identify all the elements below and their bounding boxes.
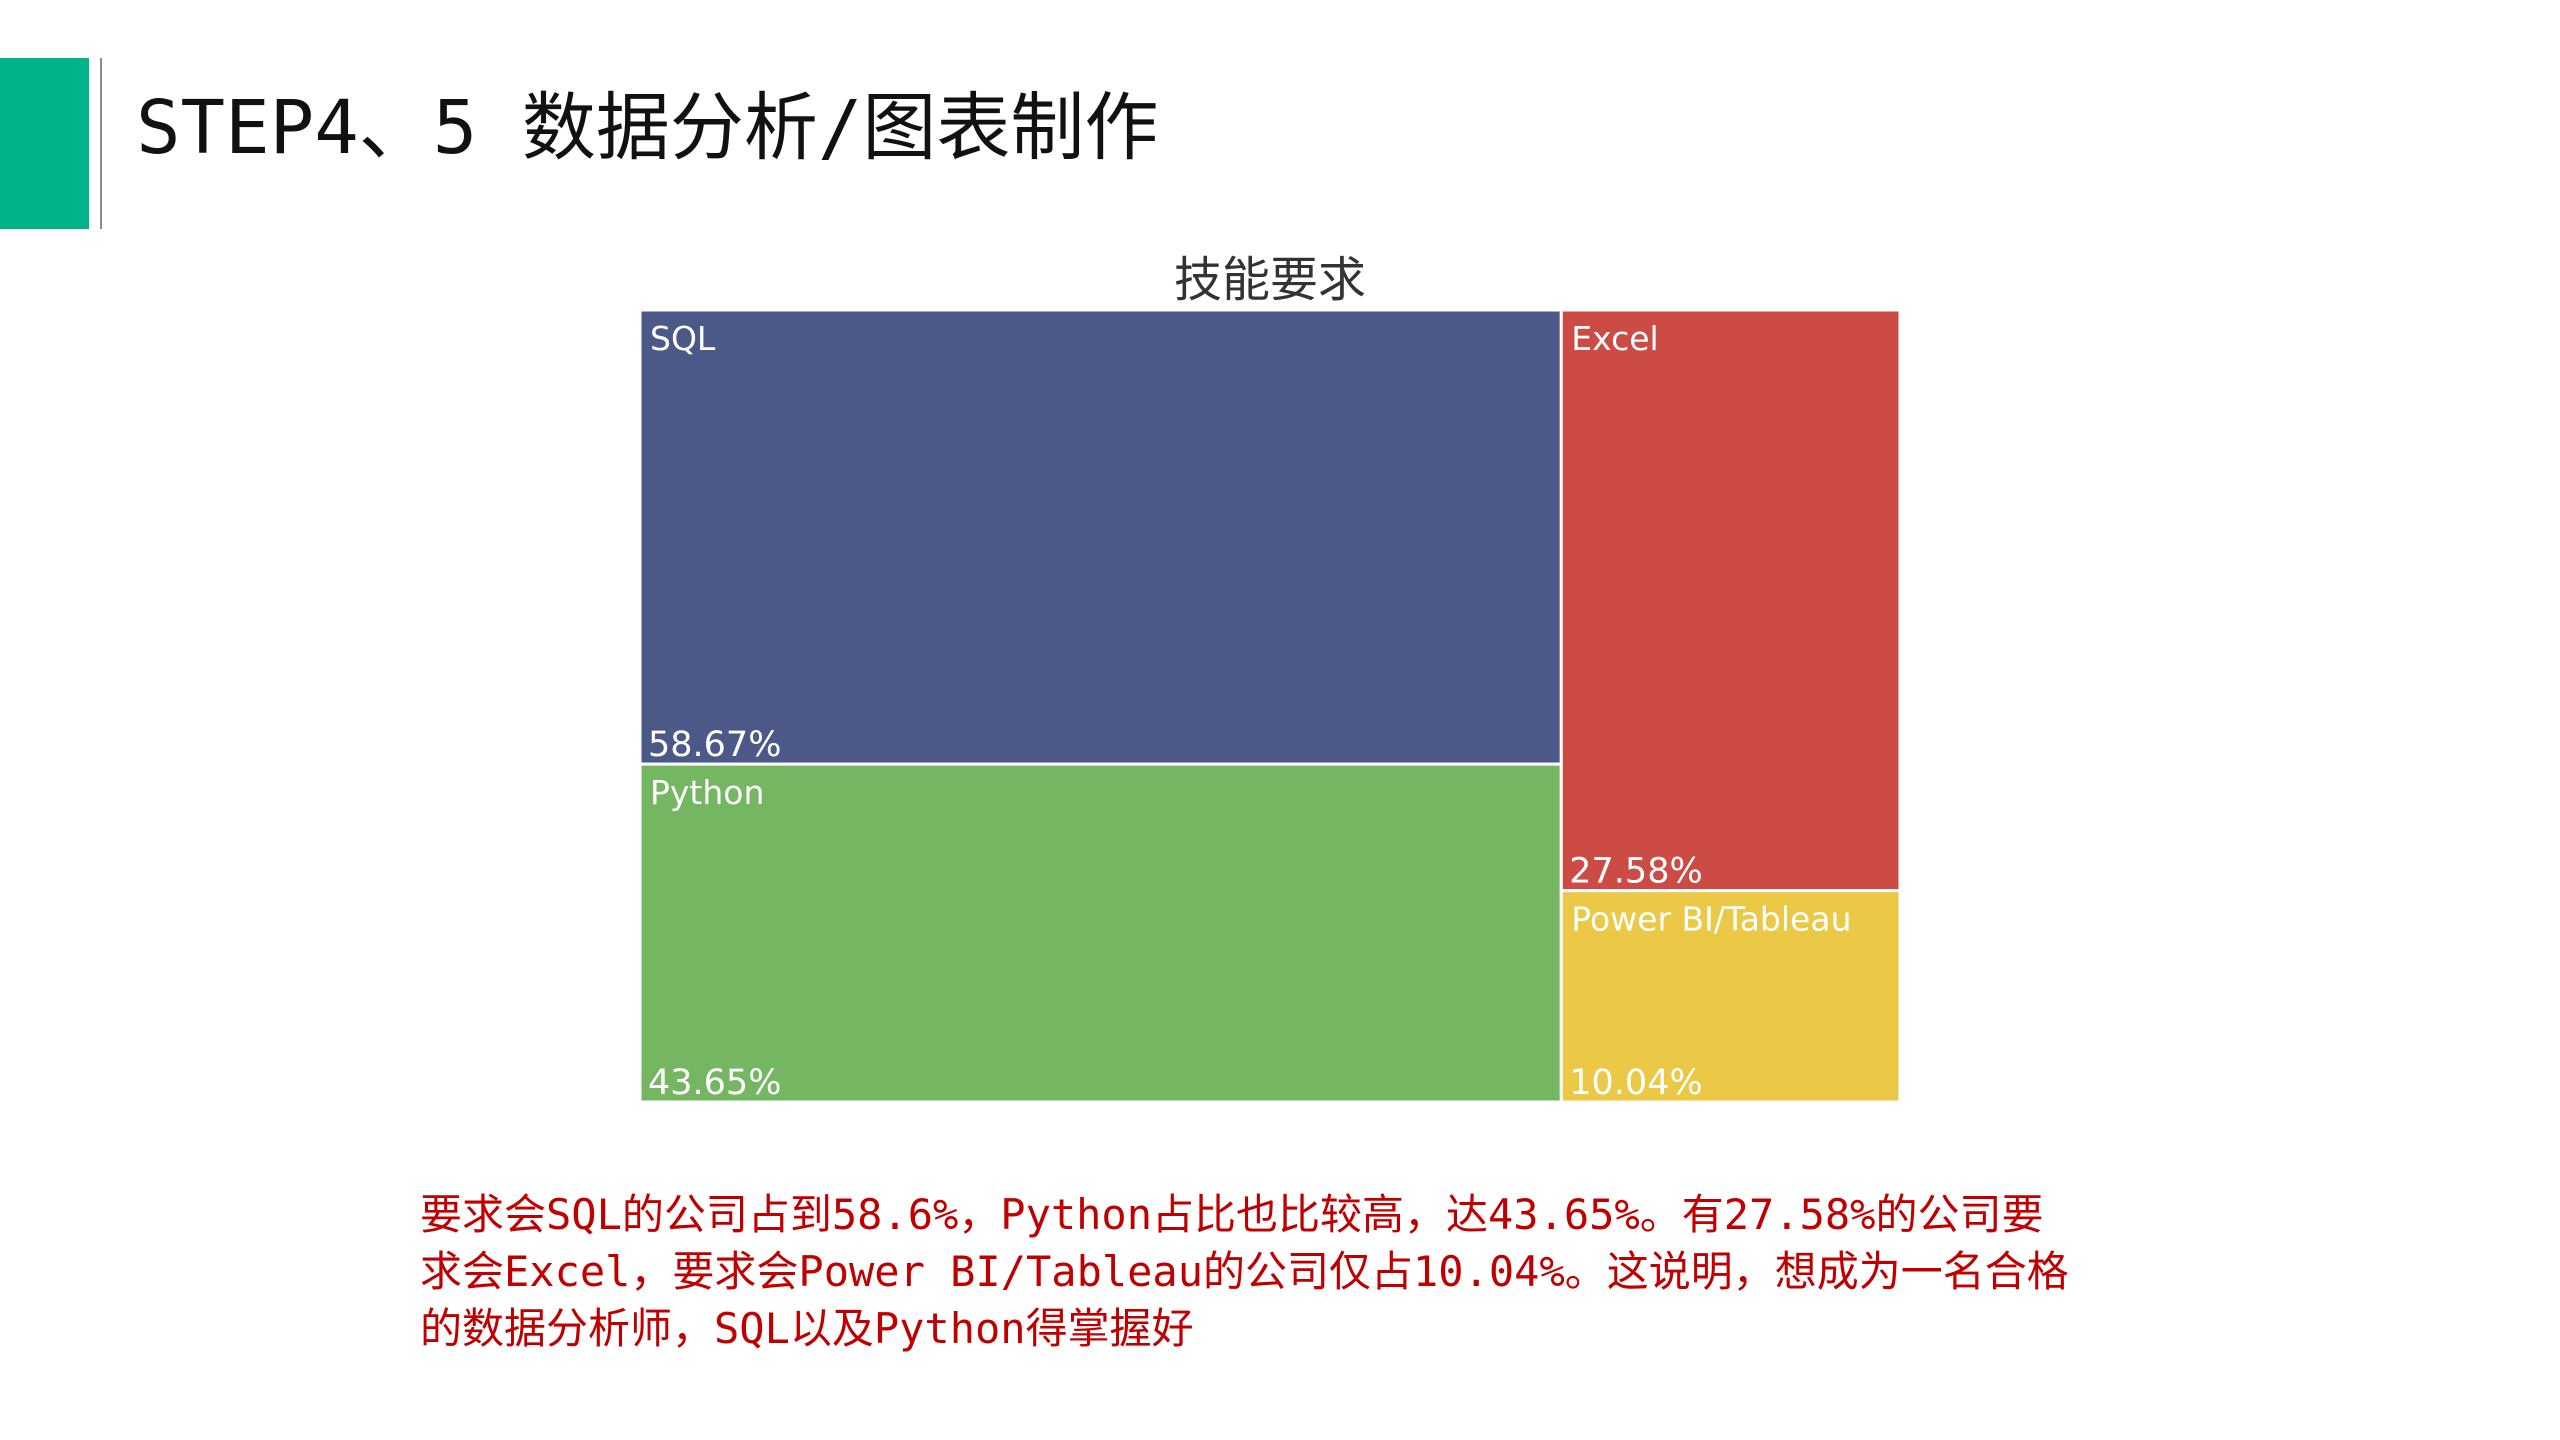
tile-value-sql: 58.67%: [648, 725, 781, 765]
tile-python: Python 43.65%: [640, 762, 1563, 1102]
conclusion-line-2: 求会Excel，要求会Power BI/Tableau的公司仅占10.04%。这…: [420, 1247, 2069, 1296]
conclusion-line-3: 的数据分析师，SQL以及Python得掌握好: [420, 1304, 1194, 1353]
tile-value-excel: 27.58%: [1569, 852, 1702, 892]
slide-title: STEP4、5 数据分析/图表制作: [136, 85, 1159, 171]
tile-sql: SQL 58.67%: [640, 310, 1563, 766]
conclusion-text: 要求会SQL的公司占到58.6%，Python占比也比较高，达43.65%。有2…: [420, 1186, 2220, 1357]
tile-power-bi-tableau: Power BI/Tableau 10.04%: [1559, 889, 1900, 1102]
conclusion-line-1: 要求会SQL的公司占到58.6%，Python占比也比较高，达43.65%。有2…: [420, 1190, 2044, 1239]
title-divider: [100, 58, 102, 229]
tile-label-sql: SQL: [650, 319, 716, 358]
tile-label-python: Python: [650, 773, 764, 812]
tile-rect-sql: [640, 310, 1563, 766]
tile-rect-power-bi-tableau: [1559, 889, 1900, 1102]
tile-excel: Excel 27.58%: [1559, 310, 1900, 893]
tile-value-python: 43.65%: [648, 1063, 781, 1102]
chart-title: 技能要求: [1173, 252, 1366, 308]
tile-label-power-bi-tableau: Power BI/Tableau: [1571, 900, 1851, 939]
tile-rect-python: [640, 762, 1563, 1102]
tile-label-excel: Excel: [1571, 319, 1658, 358]
tile-rect-excel: [1559, 310, 1900, 893]
title-accent-bar: [0, 58, 89, 229]
tile-value-power-bi-tableau: 10.04%: [1569, 1063, 1702, 1102]
